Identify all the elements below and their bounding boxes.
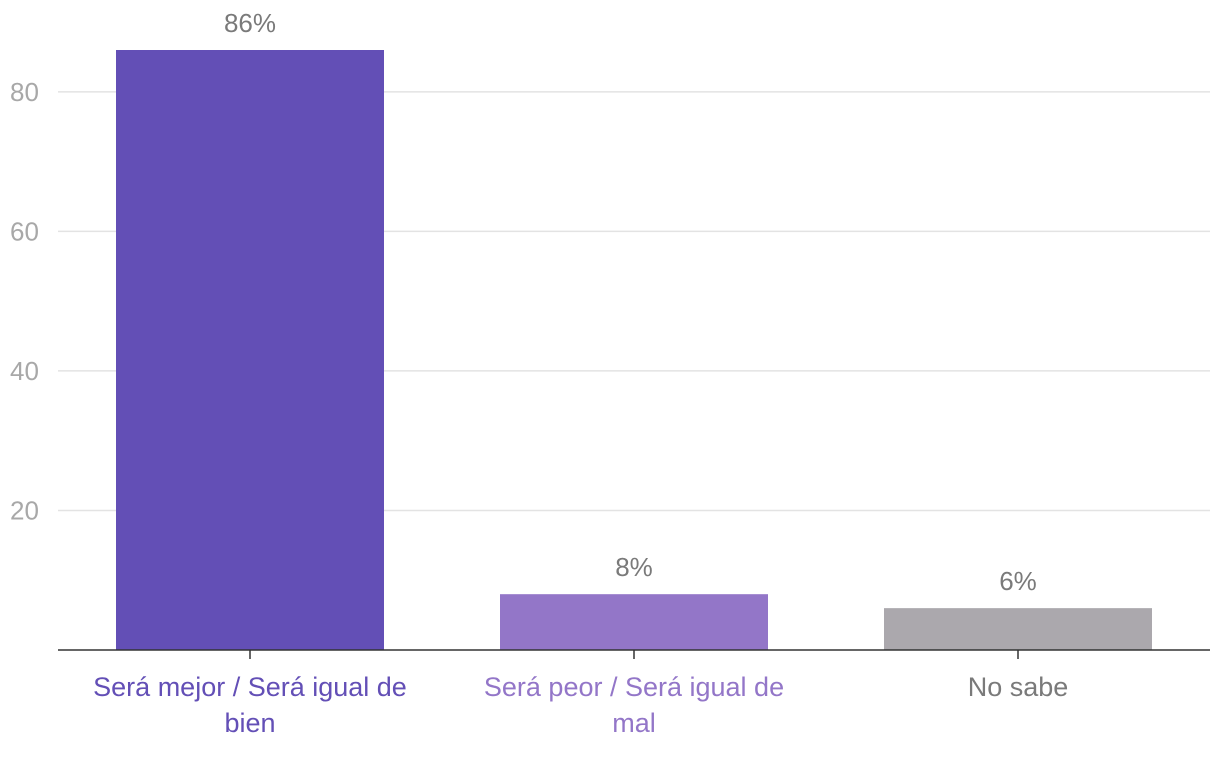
y-tick-label-80: 80 — [10, 77, 39, 107]
category-label-1-line-2: bien — [224, 708, 275, 738]
x-axis-ticks — [249, 650, 1019, 659]
category-label-2-line-2: mal — [612, 708, 656, 738]
y-axis-ticks: 20 40 60 80 — [10, 77, 39, 526]
category-label-2: Será peor / Será igual de mal — [484, 672, 784, 738]
category-label-2-line-1: Será peor / Será igual de — [484, 672, 784, 702]
y-tick-label-60: 60 — [10, 216, 39, 246]
category-label-1: Será mejor / Será igual de bien — [93, 672, 407, 738]
bar-2 — [500, 594, 768, 650]
data-label-3: 6% — [999, 566, 1037, 596]
y-tick-label-40: 40 — [10, 356, 39, 386]
bars — [116, 50, 1152, 650]
bar-1 — [116, 50, 384, 650]
data-label-1: 86% — [224, 8, 276, 38]
category-label-1-line-1: Será mejor / Será igual de — [93, 672, 407, 702]
y-tick-label-20: 20 — [10, 495, 39, 525]
category-label-3: No sabe — [968, 672, 1069, 702]
category-label-3-line-1: No sabe — [968, 672, 1069, 702]
data-label-2: 8% — [615, 552, 653, 582]
data-labels: 86% 8% 6% — [224, 8, 1037, 596]
bar-3 — [884, 608, 1152, 650]
category-labels: Será mejor / Será igual de bien Será peor … — [93, 672, 1068, 738]
